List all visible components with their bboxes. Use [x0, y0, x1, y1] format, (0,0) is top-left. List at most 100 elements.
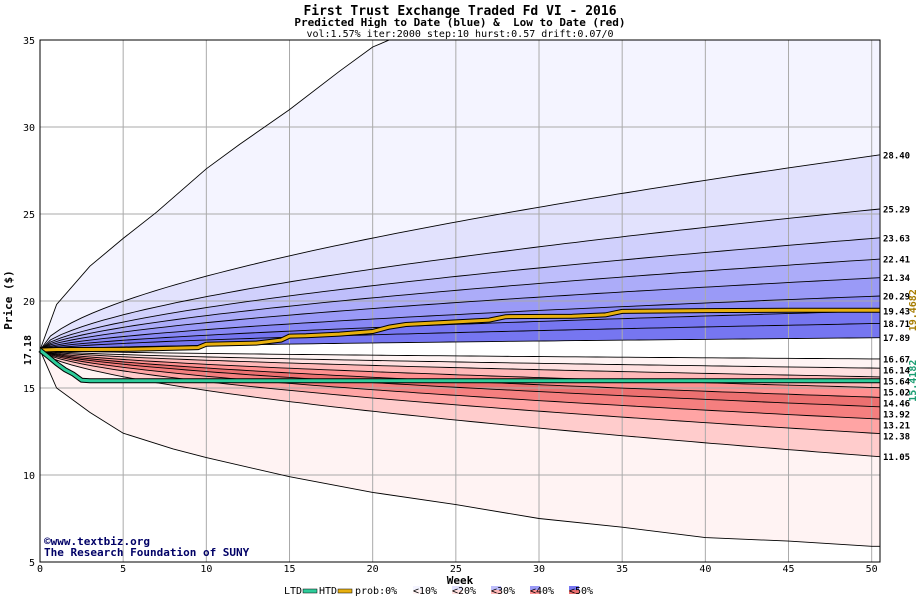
high-band-7	[40, 310, 880, 351]
high-band-line-1	[39, 154, 881, 351]
y-tick-label: 25	[23, 210, 35, 221]
legend-prob-item: <50%	[569, 586, 593, 597]
high-band-3	[40, 237, 880, 351]
band-end-label: 20.29	[883, 292, 910, 302]
x-tick-label: 40	[699, 564, 711, 575]
high-band-line-0	[39, 39, 880, 351]
legend-swatch-2-upper	[452, 586, 462, 590]
low-band-line-8	[39, 349, 881, 458]
low-band-5	[40, 350, 880, 420]
legend-ltd-label: LTD	[284, 586, 302, 597]
legend-prob-item: <30%	[491, 586, 515, 597]
legend-swatch-3-lower	[491, 590, 501, 594]
chart-title: First Trust Exchange Traded Fd VI - 2016	[303, 4, 616, 19]
high-band-5	[40, 277, 880, 351]
probability-bands	[40, 40, 880, 547]
legend-prob-item: <40%	[530, 586, 554, 597]
htd-end-label: 19.4682	[908, 289, 919, 331]
legend-htd-swatch	[337, 588, 353, 594]
band-end-label: 11.05	[883, 453, 910, 463]
legend-swatch-0-upper	[403, 586, 413, 590]
legend-prob-item: <20%	[452, 586, 476, 597]
band-end-label: 15.64	[883, 377, 911, 387]
low-band-line-9	[39, 349, 880, 547]
low-band-7	[40, 350, 880, 457]
low-band-1	[40, 350, 880, 377]
low-band-6	[40, 350, 880, 434]
legend-swatch-4-upper	[530, 586, 540, 590]
high-band-4	[40, 259, 880, 351]
legend-prob-label: prob:0%	[355, 586, 397, 597]
legend-swatch-5-upper	[569, 586, 579, 590]
x-tick-label: 25	[450, 564, 462, 575]
band-end-label: 13.92	[883, 410, 910, 420]
low-band-line-1	[39, 349, 881, 369]
watermark-line-2: The Research Foundation of SUNY	[44, 546, 250, 559]
y-tick-label: 20	[23, 297, 35, 308]
series-lines	[38, 39, 881, 547]
high-band-line-3	[39, 237, 881, 351]
low-band-line-2	[39, 349, 881, 378]
band-end-label: 14.46	[883, 399, 910, 409]
band-end-label: 16.14	[883, 366, 911, 376]
x-tick-label: 5	[120, 564, 126, 575]
legend-htd-label: HTD	[319, 586, 337, 597]
low-band-4	[40, 350, 880, 407]
low-band-line-6	[39, 349, 881, 420]
band-end-labels: 28.40 25.29 23.63 22.41 21.34 20.29 19.43 18.71…	[883, 151, 919, 463]
band-end-label: 15.02	[883, 388, 910, 398]
start-price-label: 17.18	[23, 335, 34, 365]
low-band-line-5	[39, 349, 881, 408]
high-median-band	[40, 337, 880, 351]
low-band-line-3	[39, 349, 881, 389]
high-band-0	[40, 40, 880, 351]
y-tick-label: 15	[23, 384, 35, 395]
watermark-line-1: ©www.textbiz.org	[44, 535, 150, 548]
high-band-line-8	[39, 322, 881, 351]
low-band-8	[40, 350, 880, 547]
low-band-0	[40, 350, 880, 369]
htd-line	[39, 308, 880, 352]
legend-swatch-1-lower	[413, 590, 423, 594]
x-tick-label: 50	[866, 564, 878, 575]
legend-ltd-swatch	[302, 588, 318, 594]
high-band-line-4	[39, 258, 881, 351]
high-band-line-7	[39, 310, 881, 351]
high-band-2	[40, 209, 880, 351]
band-end-label: 12.38	[883, 432, 910, 442]
band-end-label: 28.40	[883, 151, 910, 161]
y-tick-label: 5	[29, 558, 35, 569]
band-end-label: 13.21	[883, 421, 910, 431]
legend-prob-item: <10%	[413, 586, 437, 597]
band-end-label: 25.29	[883, 205, 910, 215]
chart-subtitle: Predicted High to Date (blue) & Low to D…	[294, 16, 625, 29]
band-end-label: 22.41	[883, 256, 910, 266]
low-median-band	[40, 348, 880, 359]
x-tick-label: 45	[782, 564, 794, 575]
y-tick-label: 35	[23, 36, 35, 47]
low-band-3	[40, 350, 880, 398]
x-axis-label: Week	[447, 574, 474, 587]
high-band-1	[40, 154, 880, 351]
high-band-line-2	[39, 208, 881, 351]
legend-swatch-4-lower	[530, 590, 540, 594]
y-tick-label: 10	[23, 471, 35, 482]
plot-frame	[39, 39, 881, 563]
legend-swatch-5-lower	[569, 590, 579, 594]
legend-swatch-1-upper	[413, 586, 423, 590]
x-tick-label: 15	[283, 564, 295, 575]
x-tick-label: 20	[367, 564, 379, 575]
chart-params: vol:1.57% iter:2000 step:10 hurst:0.57 d…	[306, 29, 613, 40]
band-end-label: 17.89	[883, 334, 910, 344]
high-band-line-6	[39, 295, 881, 351]
band-end-label: 19.43	[883, 307, 910, 317]
y-axis-label: Price ($)	[2, 270, 15, 330]
x-tick-label: 0	[37, 564, 43, 575]
grid	[40, 39, 880, 563]
low-band-line-0	[39, 349, 880, 360]
ltd-end-label: 15.4182	[908, 360, 919, 402]
y-tick-label: 30	[23, 123, 35, 134]
band-end-label: 23.63	[883, 234, 910, 244]
